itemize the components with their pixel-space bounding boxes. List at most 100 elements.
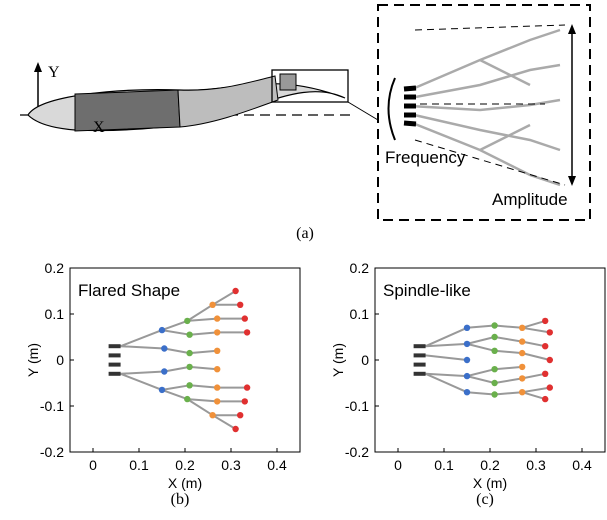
link: [120, 329, 163, 348]
link: [189, 349, 218, 355]
node: [542, 395, 549, 403]
link: [494, 324, 523, 329]
link: [521, 319, 546, 329]
link: [189, 331, 218, 336]
node: [546, 329, 553, 336]
y-tick-label: -0.2: [40, 444, 64, 460]
link: [425, 372, 468, 394]
link: [494, 391, 523, 396]
node: [237, 412, 244, 419]
link: [161, 388, 188, 401]
x-tick-label: 0.2: [175, 457, 195, 473]
link: [521, 391, 546, 401]
y-tick-label: 0.1: [45, 306, 65, 322]
node: [214, 398, 221, 405]
node: [491, 379, 498, 387]
y-tick-label: -0.1: [40, 398, 64, 414]
link: [187, 398, 218, 403]
link: [189, 384, 218, 389]
node: [491, 366, 498, 373]
y-tick-label: -0.2: [345, 444, 369, 460]
link: [466, 342, 495, 352]
x-tick-label: 0.1: [434, 457, 454, 473]
node: [158, 326, 166, 334]
node: [241, 315, 248, 322]
arrowhead: [568, 24, 576, 34]
caption: (b): [171, 491, 190, 508]
link: [494, 365, 523, 371]
link: [466, 324, 495, 329]
frequency-label: Frequency: [385, 148, 466, 167]
link: [164, 365, 190, 373]
node: [186, 382, 193, 389]
link: [466, 336, 495, 345]
link: [494, 349, 523, 355]
node: [519, 338, 526, 345]
node: [463, 324, 471, 331]
node: [519, 349, 526, 357]
envelope: [414, 24, 566, 31]
body-segment: [74, 89, 181, 132]
arrowhead: [568, 176, 576, 186]
node: [463, 389, 471, 396]
node: [519, 389, 526, 396]
link: [189, 365, 218, 371]
x-tick-label: 0: [89, 457, 97, 473]
node: [214, 384, 221, 391]
x-tick-label: 0.2: [480, 457, 500, 473]
caption: (a): [296, 225, 314, 242]
node: [542, 343, 549, 350]
link: [466, 391, 495, 396]
node: [214, 366, 221, 373]
y-tick-label: 0: [56, 352, 64, 368]
node: [542, 317, 549, 325]
link: [521, 352, 551, 361]
amplitude-label: Amplitude: [492, 190, 568, 209]
node: [463, 340, 471, 348]
x-tick-label: 0: [394, 457, 402, 473]
link: [522, 386, 550, 394]
y-tick-label: 0: [361, 352, 369, 368]
node: [232, 425, 239, 433]
link: [522, 326, 550, 334]
link: [522, 372, 546, 380]
link: [120, 372, 163, 391]
node: [214, 347, 221, 354]
link: [164, 347, 190, 355]
link: [161, 319, 188, 332]
node: [491, 322, 498, 329]
link: [186, 303, 214, 322]
node: [184, 395, 191, 403]
y-tick-label: -0.1: [345, 398, 369, 414]
x-label: X: [93, 119, 105, 136]
link: [425, 354, 468, 361]
node: [158, 386, 166, 394]
y-axis-label: Y (m): [25, 343, 41, 377]
link: [425, 326, 468, 348]
node: [491, 391, 498, 398]
link: [161, 329, 190, 336]
arrowhead: [34, 62, 42, 72]
link: [187, 317, 218, 322]
node: [546, 384, 553, 391]
plot-title: Flared Shape: [78, 281, 180, 300]
x-tick-label: 0.4: [267, 457, 287, 473]
x-tick-label: 0.3: [221, 457, 241, 473]
link: [212, 290, 237, 306]
node: [161, 368, 168, 375]
node: [491, 347, 498, 354]
link: [425, 372, 468, 378]
node: [186, 363, 193, 371]
body-segment: [177, 75, 279, 128]
node: [214, 329, 221, 336]
node: [232, 287, 239, 295]
plot-title: Spindle-like: [383, 281, 471, 300]
fin-rays: [409, 28, 561, 187]
y-tick-label: 0.2: [45, 260, 65, 276]
caption: (c): [476, 491, 494, 508]
node: [184, 317, 191, 325]
hatched-tail: [279, 73, 297, 91]
x-tick-label: 0.3: [526, 457, 546, 473]
link: [212, 414, 237, 430]
node: [243, 329, 251, 336]
